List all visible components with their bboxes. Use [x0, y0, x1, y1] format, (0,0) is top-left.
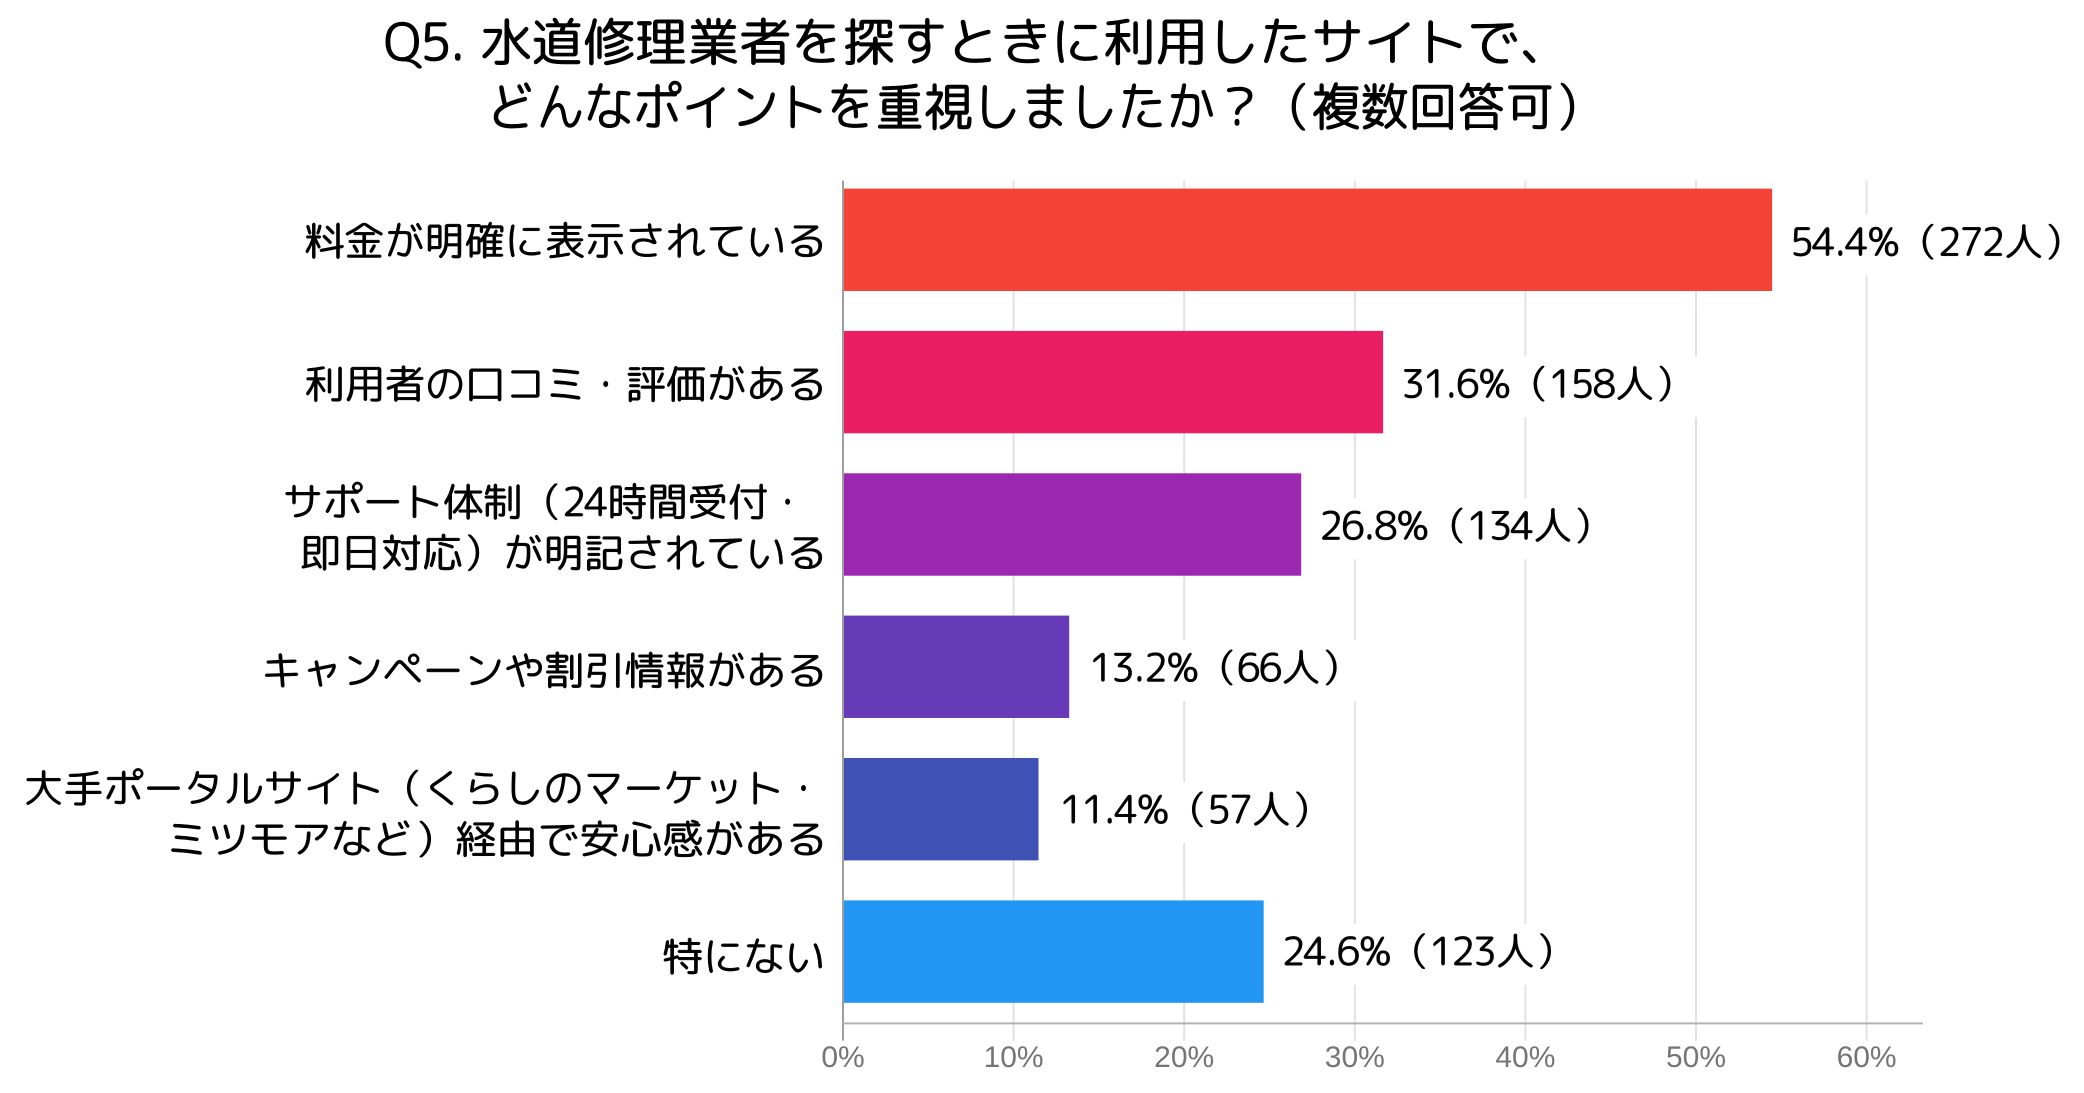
svg-text:30%: 30%: [1325, 1041, 1385, 1074]
svg-text:60%: 60%: [1837, 1041, 1897, 1074]
svg-text:20%: 20%: [1154, 1041, 1214, 1074]
svg-text:40%: 40%: [1495, 1041, 1555, 1074]
svg-text:10%: 10%: [984, 1041, 1044, 1074]
svg-text:50%: 50%: [1666, 1041, 1726, 1074]
svg-text:0%: 0%: [821, 1041, 864, 1074]
